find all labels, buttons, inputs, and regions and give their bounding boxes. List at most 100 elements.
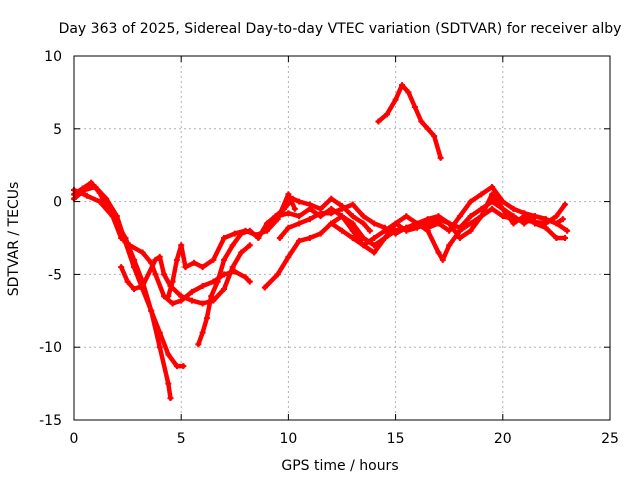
data-point <box>392 230 399 237</box>
data-point <box>169 278 176 285</box>
data-point <box>180 363 187 370</box>
data-point <box>381 227 388 234</box>
data-point <box>360 220 367 227</box>
data-point <box>229 264 236 271</box>
x-tick-label: 15 <box>387 431 405 447</box>
data-point <box>208 293 215 300</box>
data-point <box>499 198 506 205</box>
data-point <box>178 242 185 249</box>
data-point <box>83 192 90 199</box>
data-point <box>553 220 560 227</box>
data-point <box>96 198 103 205</box>
data-point <box>349 235 356 241</box>
data-point <box>489 198 496 205</box>
data-point <box>399 82 406 89</box>
data-point <box>214 278 221 285</box>
data-point <box>435 216 442 223</box>
series-line-track-6 <box>196 196 373 347</box>
data-point <box>182 264 189 271</box>
data-point <box>317 230 324 237</box>
data-point <box>467 213 474 220</box>
series-line-track-4 <box>118 243 253 306</box>
data-point <box>131 285 138 292</box>
x-tick-label: 10 <box>279 431 297 447</box>
data-point <box>148 307 155 314</box>
data-point <box>371 249 378 256</box>
data-point <box>238 249 245 256</box>
data-point <box>118 264 125 271</box>
data-point <box>152 256 159 263</box>
data-point <box>446 227 453 234</box>
data-point <box>221 235 228 241</box>
data-point <box>349 201 356 208</box>
data-point <box>339 205 345 212</box>
data-point <box>199 329 206 336</box>
data-point <box>328 195 335 202</box>
data-point <box>173 363 180 370</box>
data-point <box>296 237 303 244</box>
data-point <box>478 191 485 198</box>
data-point <box>167 395 174 402</box>
data-point <box>456 235 463 241</box>
data-point <box>375 118 382 125</box>
data-point <box>521 220 528 227</box>
data-point <box>418 118 425 125</box>
data-point <box>499 213 506 220</box>
data-point <box>199 300 206 307</box>
series-group <box>71 82 571 402</box>
data-point <box>349 213 356 220</box>
data-point <box>178 293 185 300</box>
data-point <box>306 235 313 241</box>
x-tick-label: 0 <box>70 431 79 447</box>
data-point <box>242 274 249 281</box>
data-point <box>188 288 195 295</box>
y-axis-label: SDTVAR / TECUs <box>6 182 22 297</box>
y-tick-label: -5 <box>48 267 62 283</box>
data-point <box>553 235 560 241</box>
data-point <box>467 198 474 205</box>
data-point <box>414 224 421 231</box>
data-point <box>156 329 163 336</box>
axes: 0 5 10 15 20 25 -15 -10 -5 0 5 10 <box>39 49 619 447</box>
data-point <box>81 186 88 193</box>
chart-title: Day 363 of 2025, Sidereal Day-to-day VTE… <box>59 21 622 37</box>
y-tick-label: 5 <box>53 122 62 138</box>
data-point <box>405 89 412 96</box>
data-point <box>285 191 292 198</box>
data-point <box>435 249 442 256</box>
data-point <box>131 264 138 271</box>
data-point <box>139 249 146 256</box>
data-point <box>296 213 303 220</box>
data-point <box>542 216 549 223</box>
data-point <box>169 300 176 307</box>
data-point <box>403 227 410 234</box>
data-point <box>285 210 292 217</box>
data-point <box>384 111 391 118</box>
plot-border <box>73 55 611 421</box>
data-point <box>274 213 281 220</box>
data-point <box>165 293 172 300</box>
data-point <box>371 242 378 249</box>
data-point <box>165 351 172 358</box>
data-point <box>246 242 253 249</box>
data-point <box>306 205 313 212</box>
data-point <box>489 191 496 198</box>
data-point <box>92 184 99 191</box>
data-point <box>274 271 281 278</box>
data-point <box>531 218 538 225</box>
data-point <box>349 227 356 234</box>
data-point <box>489 205 496 212</box>
data-point <box>126 242 133 249</box>
data-point <box>499 205 506 212</box>
data-point <box>173 256 180 263</box>
data-point <box>521 210 528 217</box>
data-point <box>231 230 238 237</box>
data-point <box>317 210 324 217</box>
data-point <box>392 96 399 103</box>
data-point <box>456 213 463 220</box>
data-point <box>285 253 292 260</box>
data-point <box>489 184 496 191</box>
data-point <box>339 227 345 234</box>
data-point <box>424 220 431 227</box>
